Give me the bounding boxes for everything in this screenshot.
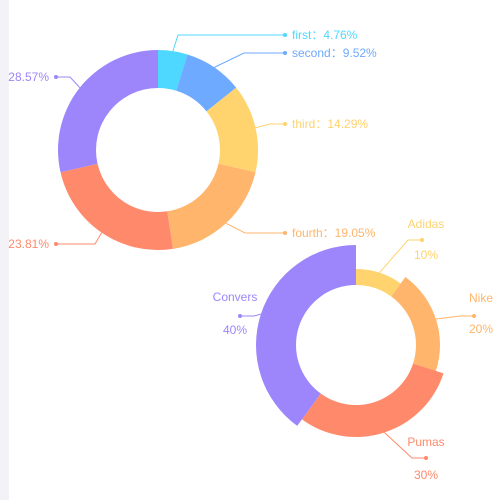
slice-label-fifth: 23.81% bbox=[8, 237, 49, 251]
slice-value-nike: 20% bbox=[469, 322, 493, 336]
slice-name-adidas: Adidas bbox=[408, 217, 445, 231]
slice-sixth[interactable] bbox=[58, 50, 158, 173]
slice-fifth[interactable] bbox=[60, 163, 173, 250]
slice-value-convers: 40% bbox=[223, 323, 247, 337]
slice-label-fourth: fourth：19.05% bbox=[292, 226, 376, 240]
leader-line-nike bbox=[435, 315, 474, 320]
leader-dot-convers bbox=[238, 314, 242, 318]
slice-label-first: first：4.76% bbox=[292, 28, 358, 42]
slice-name-nike: Nike bbox=[469, 291, 493, 305]
rose-chart-brands: Adidas 10% Nike 20% Pumas 30% Convers 40% bbox=[213, 217, 494, 482]
slice-convers[interactable] bbox=[256, 245, 356, 426]
leader-line-pumas bbox=[384, 432, 426, 459]
leader-line-third bbox=[255, 123, 285, 129]
leader-line-sixth bbox=[56, 76, 81, 88]
slice-name-pumas: Pumas bbox=[407, 435, 444, 449]
slice-nike[interactable] bbox=[391, 277, 440, 371]
leader-dot-fifth bbox=[54, 242, 58, 246]
slice-fourth[interactable] bbox=[167, 163, 256, 249]
slice-adidas[interactable] bbox=[356, 269, 401, 297]
slice-pumas[interactable] bbox=[301, 363, 444, 437]
leader-dot-pumas bbox=[424, 456, 428, 460]
slice-value-pumas: 30% bbox=[414, 468, 438, 482]
leader-line-convers bbox=[240, 313, 262, 317]
leader-dot-nike bbox=[472, 314, 476, 318]
leader-dot-adidas bbox=[420, 238, 424, 242]
leader-line-second bbox=[214, 52, 285, 68]
donut-chart-percentages: first：4.76% second：9.52% third：14.29% fourt… bbox=[8, 28, 377, 251]
leader-line-first bbox=[172, 34, 285, 52]
leader-dot-third bbox=[283, 122, 287, 126]
slice-second[interactable] bbox=[176, 54, 237, 112]
leader-line-fourth bbox=[225, 222, 285, 234]
slice-first[interactable] bbox=[158, 50, 188, 91]
slice-label-third: third：14.29% bbox=[292, 117, 368, 131]
leader-dot-first bbox=[283, 33, 287, 37]
leader-dot-fourth bbox=[283, 231, 287, 235]
slice-label-sixth: 28.57% bbox=[8, 70, 49, 84]
leader-dot-second bbox=[283, 51, 287, 55]
slice-third[interactable] bbox=[206, 87, 258, 173]
slice-value-adidas: 10% bbox=[414, 248, 438, 262]
leader-line-adidas bbox=[379, 239, 422, 274]
left-panel-edge bbox=[0, 0, 9, 500]
slice-label-second: second：9.52% bbox=[292, 46, 377, 60]
leader-dot-sixth bbox=[54, 75, 58, 79]
slice-name-convers: Convers bbox=[213, 290, 258, 304]
leader-line-fifth bbox=[56, 232, 103, 245]
